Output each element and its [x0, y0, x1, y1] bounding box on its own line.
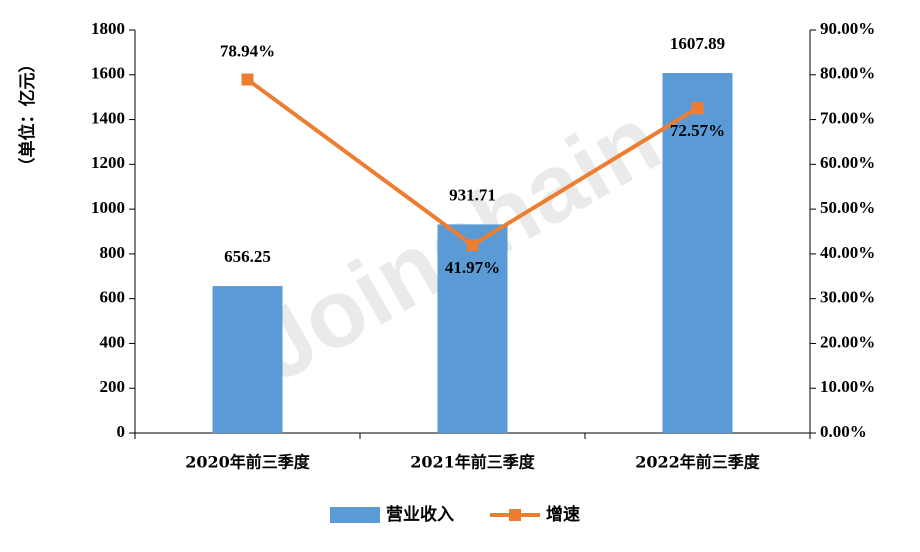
y2-tick-label: 30.00%: [820, 288, 875, 307]
line-marker: [241, 73, 254, 86]
y2-tick-label: 70.00%: [820, 108, 875, 127]
y2-tick-label: 90.00%: [820, 19, 875, 38]
y2-tick-label: 60.00%: [820, 153, 875, 172]
line-value-label: 41.97%: [445, 258, 500, 277]
y-tick-label: 0: [117, 422, 126, 441]
y-tick-label: 1600: [91, 64, 125, 83]
bar: [437, 224, 508, 433]
y2-tick-label: 40.00%: [820, 243, 875, 262]
y-tick-label: 1200: [91, 153, 125, 172]
legend-label: 营业收入: [386, 504, 454, 525]
y-tick-label: 800: [100, 243, 126, 262]
y-axis-title: （单位：亿元）: [17, 56, 38, 175]
legend-swatch: [509, 509, 521, 521]
y-tick-label: 400: [100, 332, 126, 351]
x-tick-label: 2022年前三季度: [635, 453, 761, 472]
y2-tick-label: 20.00%: [820, 332, 875, 351]
y2-tick-label: 0.00%: [820, 422, 867, 441]
bar-value-label: 656.25: [224, 247, 271, 266]
line-marker: [466, 239, 479, 252]
x-tick-label: 2020年前三季度: [185, 453, 311, 472]
y-tick-label: 600: [100, 288, 126, 307]
line-marker: [691, 102, 704, 115]
bar: [662, 73, 733, 433]
line-value-label: 78.94%: [220, 41, 275, 60]
line-value-label: 72.57%: [670, 121, 725, 140]
x-tick-label: 2021年前三季度: [410, 453, 536, 472]
y-tick-label: 200: [100, 377, 126, 396]
y-tick-label: 1400: [91, 108, 125, 127]
y-tick-label: 1800: [91, 19, 125, 38]
y-tick-label: 1000: [91, 198, 125, 217]
y2-tick-label: 50.00%: [820, 198, 875, 217]
bar-value-label: 931.71: [449, 185, 496, 204]
y2-tick-label: 10.00%: [820, 377, 875, 396]
bar-value-label: 1607.89: [670, 34, 725, 53]
y2-tick-label: 80.00%: [820, 64, 875, 83]
bar: [212, 286, 283, 433]
legend-swatch: [330, 507, 380, 523]
legend-label: 增速: [546, 504, 580, 525]
